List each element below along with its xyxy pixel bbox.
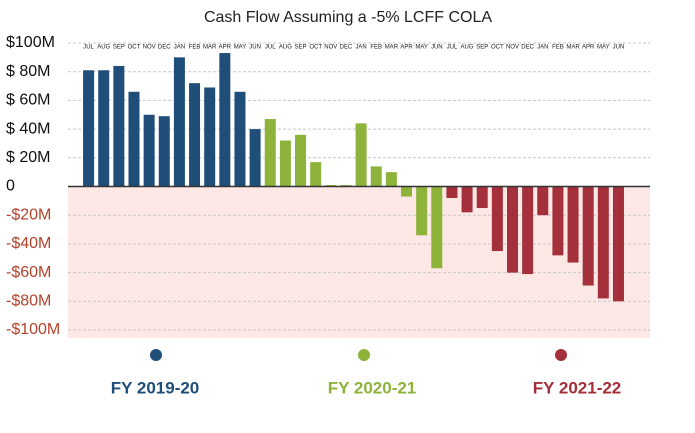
x-tick-label: JAN [355, 45, 366, 51]
y-tick-label: $ 20M [6, 149, 50, 166]
x-tick-label: OCT [309, 45, 322, 51]
bar [355, 123, 367, 187]
x-tick-label: JUN [431, 45, 443, 51]
bar [128, 91, 140, 187]
x-tick-label: AUG [461, 45, 474, 51]
bar [279, 140, 291, 187]
y-tick-label: -$20M [6, 206, 51, 223]
bar [173, 57, 185, 187]
chart-title: Cash Flow Assuming a -5% LCFF COLA [204, 9, 492, 26]
bar [416, 186, 428, 236]
bar [446, 186, 458, 198]
bar [158, 116, 170, 187]
x-tick-label: MAY [415, 45, 428, 51]
x-tick-label: JUN [249, 45, 261, 51]
bar [506, 186, 518, 273]
x-tick-label: NOV [143, 45, 156, 51]
x-tick-label: JUN [613, 45, 625, 51]
bar [612, 186, 624, 302]
legend-label: FY 2020-21 [328, 378, 417, 397]
x-tick-label: MAY [597, 45, 610, 51]
x-tick-label: SEP [295, 45, 307, 51]
y-tick-label: -$60M [6, 264, 51, 281]
y-tick-label: $ 60M [6, 92, 50, 109]
bar [143, 114, 155, 187]
y-tick-label: $ 80M [6, 63, 50, 80]
x-tick-label: OCT [128, 45, 141, 51]
y-tick-label: -$40M [6, 235, 51, 252]
bar [567, 186, 579, 263]
x-tick-label: JAN [174, 45, 185, 51]
bar [249, 129, 261, 187]
bar [234, 91, 246, 187]
x-tick-label: JUL [83, 45, 94, 51]
x-tick-label: AUG [279, 45, 292, 51]
x-tick-label: DEC [340, 45, 353, 51]
bar [537, 186, 549, 216]
bar [204, 87, 216, 187]
legend-marker [150, 349, 162, 361]
x-tick-label: MAR [566, 45, 580, 51]
x-tick-label: MAY [234, 45, 247, 51]
x-tick-label: MAR [385, 45, 399, 51]
bar [431, 186, 443, 269]
legend-label: FY 2021-22 [533, 378, 622, 397]
x-tick-label: APR [400, 45, 413, 51]
bar [597, 186, 609, 299]
y-tick-label: $ 40M [6, 120, 50, 137]
bar [385, 172, 397, 187]
bar [370, 166, 382, 187]
x-tick-label: DEC [521, 45, 534, 51]
bar [461, 186, 473, 213]
x-tick-label: APR [219, 45, 232, 51]
x-tick-label: JUL [447, 45, 458, 51]
x-tick-label: FEB [552, 45, 564, 51]
legend-marker [555, 349, 567, 361]
x-tick-label: DEC [158, 45, 171, 51]
y-tick-label: -$100M [6, 321, 60, 338]
x-tick-label: SEP [113, 45, 125, 51]
y-tick-label: 0 [6, 178, 15, 195]
bar [83, 70, 95, 187]
bar [295, 134, 307, 187]
legend-label: FY 2019-20 [111, 378, 200, 397]
legend-marker [358, 349, 370, 361]
x-tick-label: FEB [189, 45, 201, 51]
bar [491, 186, 503, 252]
x-tick-label: NOV [506, 45, 519, 51]
y-tick-label: -$80M [6, 293, 51, 310]
x-tick-label: JUL [265, 45, 276, 51]
bar [552, 186, 564, 256]
bar [113, 65, 125, 187]
x-tick-label: OCT [491, 45, 504, 51]
bar [98, 70, 110, 187]
x-tick-label: MAR [203, 45, 217, 51]
bar [189, 83, 201, 187]
x-tick-label: SEP [476, 45, 488, 51]
bar [401, 186, 413, 197]
x-tick-label: NOV [324, 45, 337, 51]
x-tick-label: APR [582, 45, 595, 51]
bar [219, 53, 231, 187]
bar [310, 162, 322, 187]
bar [582, 186, 594, 286]
bar [476, 186, 488, 209]
x-tick-label: JAN [537, 45, 548, 51]
x-tick-label: AUG [97, 45, 110, 51]
bar [522, 186, 534, 275]
bar [264, 119, 276, 187]
y-tick-label: $100M [6, 34, 55, 51]
x-tick-label: FEB [370, 45, 382, 51]
